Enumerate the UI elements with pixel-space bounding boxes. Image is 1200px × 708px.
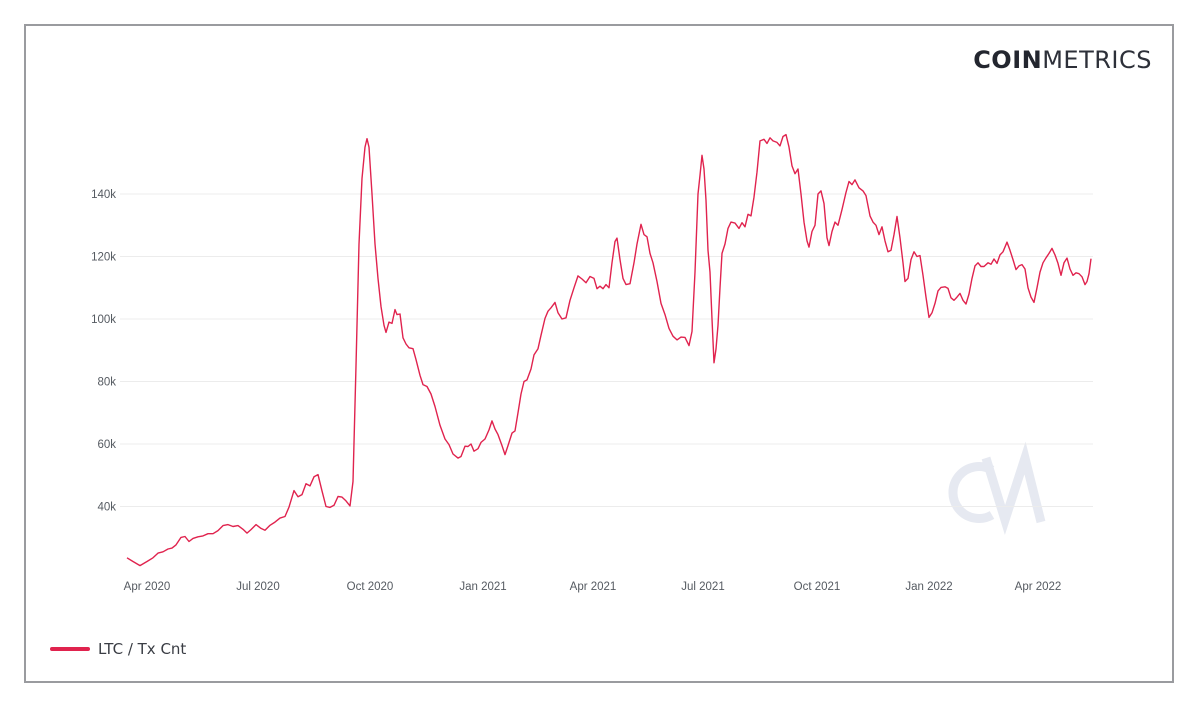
x-tick-label: Jan 2021: [459, 581, 506, 593]
y-tick-label: 140k: [91, 189, 116, 201]
y-tick-label: 80k: [97, 377, 116, 389]
y-gridlines: [120, 193, 1093, 507]
logo-light-text: METRICS: [1042, 46, 1152, 74]
cm-watermark-icon: [948, 441, 1046, 535]
legend-label[interactable]: LTC / Tx Cnt: [98, 640, 187, 658]
y-tick-label: 100k: [91, 314, 116, 326]
coinmetrics-logo: COINMETRICS: [973, 46, 1152, 74]
x-tick-label: Jul 2020: [236, 581, 279, 593]
y-tick-label: 60k: [97, 439, 116, 451]
chart-frame: [24, 24, 1174, 683]
x-tick-label: Jul 2021: [681, 581, 724, 593]
x-tick-label: Apr 2021: [570, 581, 617, 593]
logo-bold-text: COIN: [973, 46, 1043, 74]
x-tick-label: Oct 2021: [794, 581, 841, 593]
x-axis-ticks: Apr 2020 Jul 2020 Oct 2020 Jan 2021 Apr 2021…: [124, 581, 1062, 593]
y-tick-label: 40k: [97, 502, 116, 514]
x-tick-label: Oct 2020: [347, 581, 394, 593]
x-tick-label: Apr 2022: [1015, 581, 1062, 593]
x-tick-label: Jan 2022: [905, 581, 952, 593]
y-tick-label: 120k: [91, 252, 116, 264]
legend: LTC / Tx Cnt: [50, 640, 186, 658]
legend-swatch-icon: [50, 647, 90, 651]
ltc-tx-count-line[interactable]: [126, 133, 1092, 567]
x-tick-label: Apr 2020: [124, 581, 171, 593]
y-axis-ticks: 40k 60k 80k 100k 120k 140k: [91, 189, 116, 514]
